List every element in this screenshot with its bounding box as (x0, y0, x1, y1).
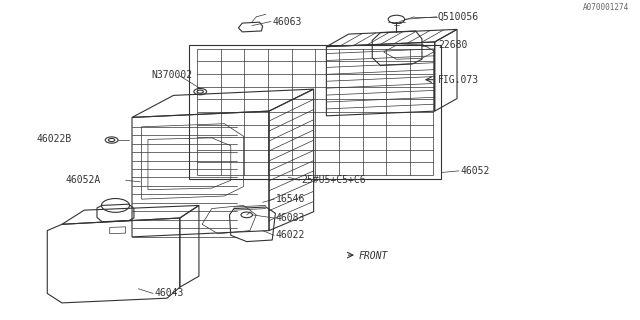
Text: 46022B: 46022B (36, 134, 72, 144)
Text: Q510056: Q510056 (438, 12, 479, 22)
Text: FRONT: FRONT (358, 251, 388, 261)
Text: 16546: 16546 (275, 194, 305, 204)
Text: 22680: 22680 (438, 40, 467, 50)
Text: 46052A: 46052A (65, 175, 100, 185)
Text: 46063: 46063 (272, 17, 301, 27)
Text: A070001274: A070001274 (583, 3, 629, 12)
Text: 46043: 46043 (154, 288, 184, 299)
Text: 25#U5+C5+C6: 25#U5+C5+C6 (301, 175, 365, 185)
Text: 46052: 46052 (460, 166, 490, 176)
Text: 46022: 46022 (275, 230, 305, 240)
Text: 46083: 46083 (275, 213, 305, 223)
Text: FIG.073: FIG.073 (438, 75, 479, 85)
Text: N370002: N370002 (151, 70, 192, 80)
